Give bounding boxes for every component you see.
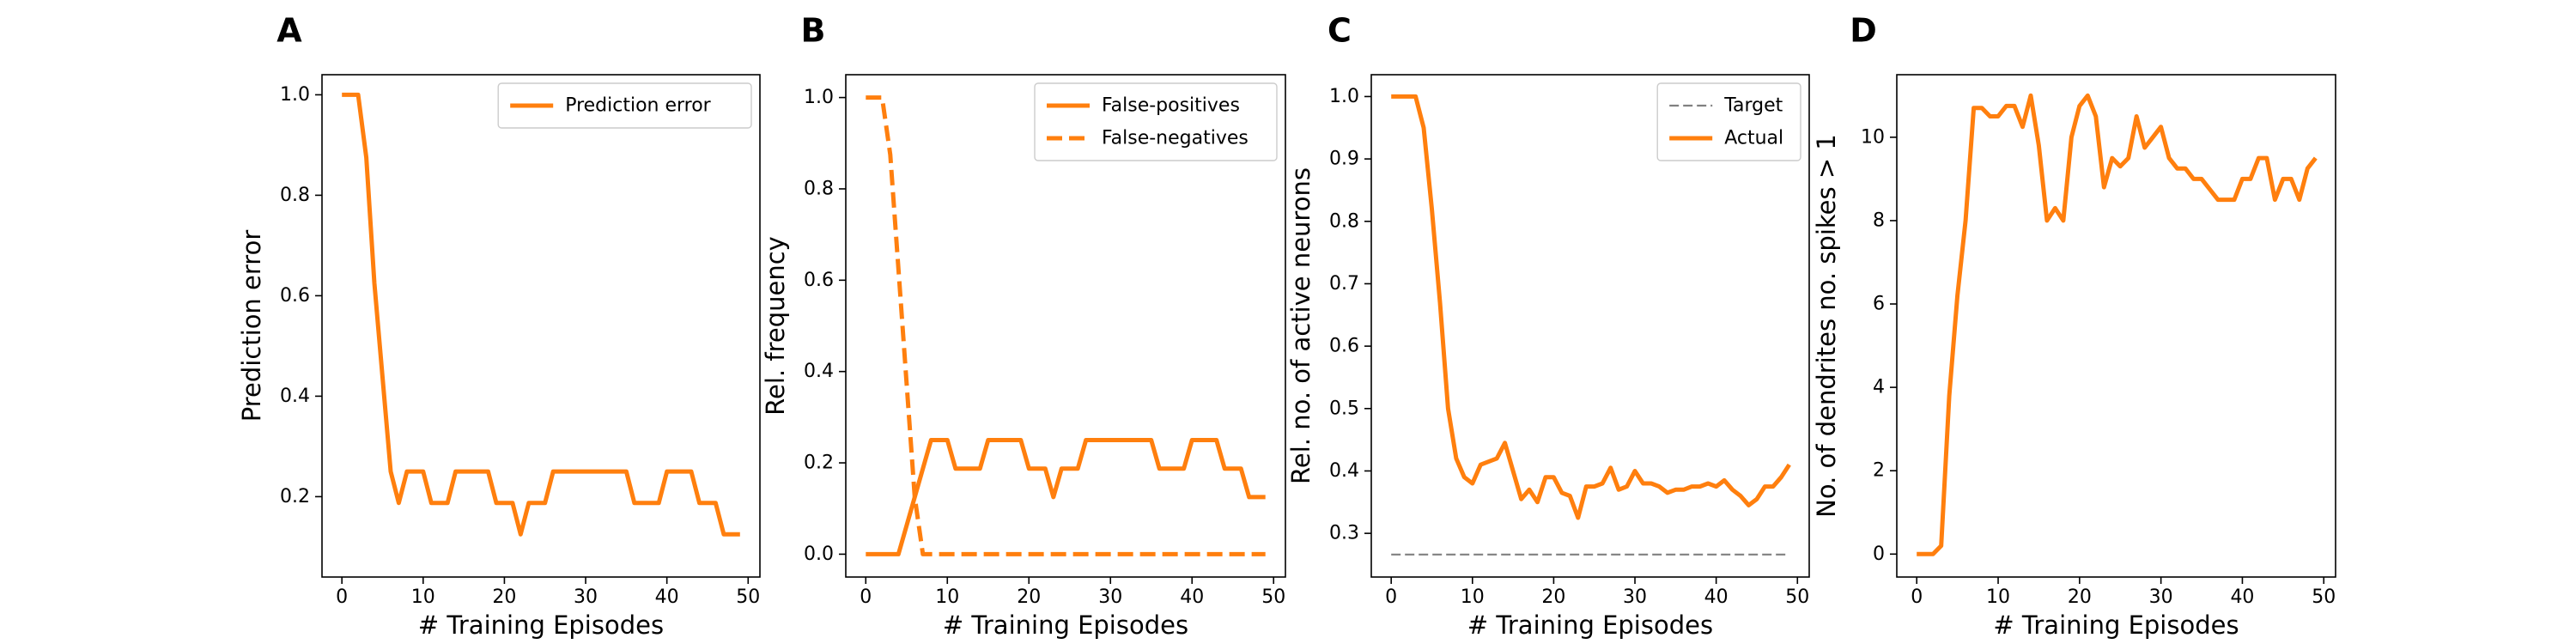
y-tick-label: 0.6 [280, 285, 310, 307]
x-tick-label: 30 [1098, 586, 1122, 608]
plot-area-frame [845, 74, 1286, 578]
x-tick-label: 0 [1385, 586, 1397, 608]
x-tick-label: 20 [492, 586, 516, 608]
x-tick-label: 30 [2149, 586, 2173, 608]
y-tick-label: 1.0 [280, 84, 310, 106]
y-tick-label: 4 [1873, 377, 1885, 398]
x-tick-label: 30 [574, 586, 598, 608]
plot-area-frame [1896, 74, 2336, 578]
legend-label: Prediction error [565, 95, 711, 117]
x-tick-label: 20 [2068, 586, 2092, 608]
y-tick-label: 8 [1873, 210, 1885, 231]
x-axis-label: # Training Episodes [418, 611, 664, 640]
series-line-series-0 [1917, 93, 2318, 556]
x-tick-label: 40 [1704, 586, 1728, 608]
y-tick-label: 10 [1861, 126, 1885, 148]
y-tick-label: 0.2 [804, 453, 834, 474]
y-tick-label: 0.4 [1329, 460, 1359, 482]
plot-area-frame [321, 74, 761, 578]
x-tick-label: 50 [1785, 586, 1809, 608]
x-tick-label: 30 [1623, 586, 1647, 608]
x-tick-label: 40 [655, 586, 679, 608]
x-tick-label: 40 [2230, 586, 2254, 608]
x-tick-label: 50 [2312, 586, 2336, 608]
panel-d: D 0 10 20 30 40 50 0 2 4 6 8 10 # Training Episodes No… [1812, 12, 2336, 640]
legend: False-positives False-negatives [1034, 82, 1278, 161]
x-tick-label: 0 [860, 586, 872, 608]
x-tick-label: 0 [1911, 586, 1923, 608]
series-line-actual [1391, 94, 1791, 520]
y-tick-label: 0.8 [1329, 210, 1359, 232]
legend-label: Actual [1724, 128, 1783, 149]
legend-label: False-negatives [1102, 128, 1249, 149]
panel-c: C 0 10 20 30 40 50 0.3 0.4 0.5 0.6 0.7 0.8 0.9 1.0 # Tr… [1286, 12, 1810, 640]
series-line-false-positives [866, 438, 1266, 556]
y-axis-label: Rel. frequency [761, 236, 790, 416]
y-tick-label: 0.6 [1329, 336, 1359, 357]
x-tick-label: 0 [336, 586, 348, 608]
x-tick-label: 50 [736, 586, 760, 608]
y-tick-label: 2 [1873, 460, 1885, 482]
x-axis-label: # Training Episodes [1993, 611, 2239, 640]
legend-label: Target [1723, 95, 1783, 117]
y-tick-label: 0.5 [1329, 398, 1359, 419]
x-tick-label: 20 [1017, 586, 1041, 608]
legend: Prediction error [497, 82, 752, 129]
panel-letter: D [1850, 12, 1877, 50]
legend-label: False-positives [1102, 95, 1240, 117]
y-tick-label: 0.2 [280, 486, 310, 507]
x-tick-label: 10 [935, 586, 959, 608]
y-tick-label: 0.3 [1329, 523, 1359, 544]
y-tick-label: 1.0 [804, 87, 834, 108]
panel-letter: B [801, 12, 826, 50]
y-tick-label: 0.4 [280, 386, 310, 407]
legend: Target Actual [1656, 82, 1801, 161]
panel-a: A 0 10 20 30 40 50 0.2 0.4 0.6 0.8 1.0 # Training Ep… [237, 12, 761, 640]
panel-letter: C [1327, 12, 1352, 50]
x-tick-label: 20 [1541, 586, 1565, 608]
y-tick-label: 0.4 [804, 361, 834, 382]
x-axis-label: # Training Episodes [1467, 611, 1713, 640]
x-tick-label: 10 [1986, 586, 2010, 608]
x-tick-label: 10 [1461, 586, 1485, 608]
x-tick-label: 40 [1180, 586, 1204, 608]
y-tick-label: 0 [1873, 544, 1885, 565]
x-tick-label: 10 [411, 586, 435, 608]
x-tick-label: 50 [1261, 586, 1285, 608]
y-tick-label: 0.8 [804, 178, 834, 199]
y-tick-label: 0.0 [804, 544, 834, 565]
series-line-prediction-error [342, 92, 740, 537]
y-tick-label: 0.6 [804, 270, 834, 291]
series-line-false-negatives [866, 95, 1266, 556]
y-tick-label: 0.8 [280, 185, 310, 206]
panel-letter: A [276, 12, 302, 50]
plot-area-frame [1370, 74, 1810, 578]
panel-b: B 0 10 20 30 40 50 0.0 0.2 0.4 0.6 0.8 1.0 # Training… [761, 12, 1286, 640]
y-tick-label: 0.7 [1329, 273, 1359, 295]
y-tick-label: 6 [1873, 294, 1885, 315]
legend-frame [1034, 82, 1278, 161]
y-axis-label: No. of dendrites no. spikes > 1 [1812, 134, 1841, 518]
x-axis-label: # Training Episodes [943, 611, 1188, 640]
y-axis-label: Rel. no. of active neurons [1286, 167, 1315, 484]
legend-frame [497, 82, 752, 129]
y-tick-label: 0.9 [1329, 149, 1359, 170]
y-tick-label: 1.0 [1329, 86, 1359, 107]
y-axis-label: Prediction error [237, 230, 266, 422]
legend-frame [1656, 82, 1801, 161]
